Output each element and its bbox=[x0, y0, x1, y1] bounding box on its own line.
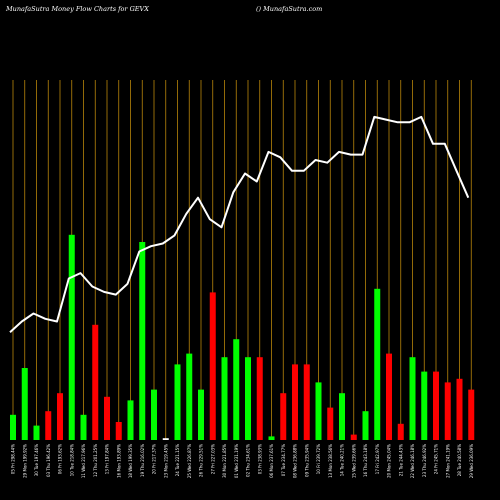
money-flow-bar bbox=[221, 357, 228, 440]
money-flow-bar bbox=[68, 234, 75, 440]
money-flow-bar bbox=[162, 438, 169, 440]
money-flow-bar bbox=[174, 364, 181, 440]
money-flow-bar bbox=[350, 434, 357, 440]
x-tick-label: 29 Mon 199.92% bbox=[22, 444, 27, 478]
x-tick-label: 18 Wed 199.35% bbox=[128, 444, 133, 478]
money-flow-bar bbox=[233, 339, 240, 440]
money-flow-bar bbox=[292, 364, 298, 440]
x-tick-label: 16 Mon 193.89% bbox=[116, 444, 121, 478]
x-tick-label: 30 Mon 221.85% bbox=[222, 444, 227, 478]
money-flow-bar bbox=[198, 389, 204, 440]
x-tick-label: 13 Mon 238.56% bbox=[328, 444, 333, 478]
money-flow-bar bbox=[33, 425, 40, 440]
x-tick-label: 21 Tue 244.43% bbox=[398, 444, 403, 476]
x-tick-label: 17 Fri 242.97% bbox=[375, 444, 380, 474]
money-flow-bar bbox=[421, 371, 428, 440]
x-tick-label: 02 Thu 234.61% bbox=[246, 444, 251, 477]
chart-site-credit: () MunafaSutra.com bbox=[256, 5, 322, 13]
money-flow-bar bbox=[80, 414, 87, 440]
money-flow-bar bbox=[256, 357, 263, 440]
bars bbox=[10, 234, 475, 440]
money-flow-bar bbox=[409, 357, 416, 440]
money-flow-bar bbox=[444, 382, 451, 440]
money-flow-bar bbox=[268, 436, 275, 440]
money-flow-bar bbox=[397, 423, 404, 440]
money-flow-bar bbox=[456, 378, 463, 440]
money-flow-bar bbox=[104, 396, 110, 440]
x-tick-label: 15 Wed 239.66% bbox=[351, 444, 356, 478]
x-tick-label: 14 Tue 240.21% bbox=[340, 444, 345, 476]
x-tick-label: 11 Wed 217.96% bbox=[81, 444, 86, 478]
x-tick-label: 28 Tue 240.58% bbox=[457, 444, 462, 476]
money-flow-bar bbox=[57, 393, 63, 440]
money-flow-bar bbox=[10, 414, 16, 440]
x-tick-label: 27 Mon 241.19% bbox=[445, 444, 450, 478]
money-flow-bar bbox=[280, 393, 287, 440]
x-tick-label: 01 Wed 231.19% bbox=[234, 444, 239, 478]
x-tick-label: 24 Tue 221.15% bbox=[175, 444, 180, 476]
money-flow-line bbox=[9, 115, 470, 334]
x-tick-label: 16 Thu 243.18% bbox=[363, 444, 368, 477]
money-flow-bar bbox=[127, 400, 134, 440]
money-flow-bar bbox=[374, 288, 381, 440]
x-tick-labels: 05 Fri 298.44% 29 Mon 199.92% 30 Tue 197.4… bbox=[11, 444, 474, 478]
x-tick-label: 12 Thu 201.25% bbox=[93, 444, 98, 477]
money-flow-bar bbox=[327, 407, 334, 440]
money-flow-bar bbox=[339, 393, 345, 440]
x-tick-label: 25 Wed 226.87% bbox=[187, 444, 192, 478]
money-flow-bar bbox=[468, 389, 475, 440]
chart-title: MunafaSutra Money Flow Charts for GEVX bbox=[5, 5, 149, 13]
x-tick-label: 23 Thu 246.92% bbox=[422, 444, 427, 477]
money-flow-bar bbox=[92, 324, 99, 440]
x-tick-label: 09 Thu 235.94% bbox=[304, 444, 309, 477]
x-tick-label: 03 Fri 238.93% bbox=[257, 444, 262, 474]
money-flow-bar bbox=[362, 411, 369, 440]
x-tick-label: 05 Fri 298.44% bbox=[11, 444, 16, 474]
money-flow-bar bbox=[209, 292, 216, 440]
x-tick-label: 07 Tue 234.77% bbox=[281, 444, 286, 476]
money-flow-bar bbox=[186, 353, 193, 440]
money-flow-line-path bbox=[9, 115, 470, 334]
money-flow-bar bbox=[315, 382, 322, 440]
x-tick-label: 03 Thu 196.42% bbox=[46, 444, 51, 477]
x-tick-label: 10 Tue 218.84% bbox=[69, 444, 74, 476]
x-tick-label: 30 Tue 197.46% bbox=[34, 444, 39, 476]
money-flow-bar bbox=[115, 422, 122, 440]
x-tick-label: 22 Wed 246.18% bbox=[410, 444, 415, 478]
x-tick-label: 23 Mon 219.45% bbox=[163, 444, 168, 478]
x-tick-label: 13 Fri 197.84% bbox=[105, 444, 110, 474]
x-tick-label: 06 Mon 237.61% bbox=[269, 444, 274, 478]
x-tick-label: 08 Wed 236.88% bbox=[293, 444, 298, 478]
x-tick-label: 27 Fri 227.03% bbox=[210, 444, 215, 474]
x-tick-label: 19 Thu 216.02% bbox=[140, 444, 145, 477]
money-flow-bar bbox=[151, 389, 157, 440]
money-flow-bar bbox=[433, 371, 439, 440]
money-flow-bar bbox=[45, 411, 52, 440]
x-tick-label: 29 Wed 236.09% bbox=[469, 444, 474, 478]
x-tick-label: 06 Fri 193.62% bbox=[58, 444, 63, 474]
x-tick-label: 24 Fri 245.71% bbox=[434, 444, 439, 474]
x-tick-label: 26 Thu 229.51% bbox=[199, 444, 204, 477]
money-flow-bar bbox=[21, 368, 28, 440]
x-tick-label: 20 Fri 217.37% bbox=[152, 444, 157, 474]
money-flow-bar bbox=[303, 364, 310, 440]
money-flow-bar bbox=[139, 242, 146, 440]
money-flow-bar bbox=[386, 353, 392, 440]
x-tick-label: 20 Mon 245.04% bbox=[387, 444, 392, 478]
money-flow-bar bbox=[245, 357, 251, 440]
x-tick-label: 10 Fri 239.72% bbox=[316, 444, 321, 474]
